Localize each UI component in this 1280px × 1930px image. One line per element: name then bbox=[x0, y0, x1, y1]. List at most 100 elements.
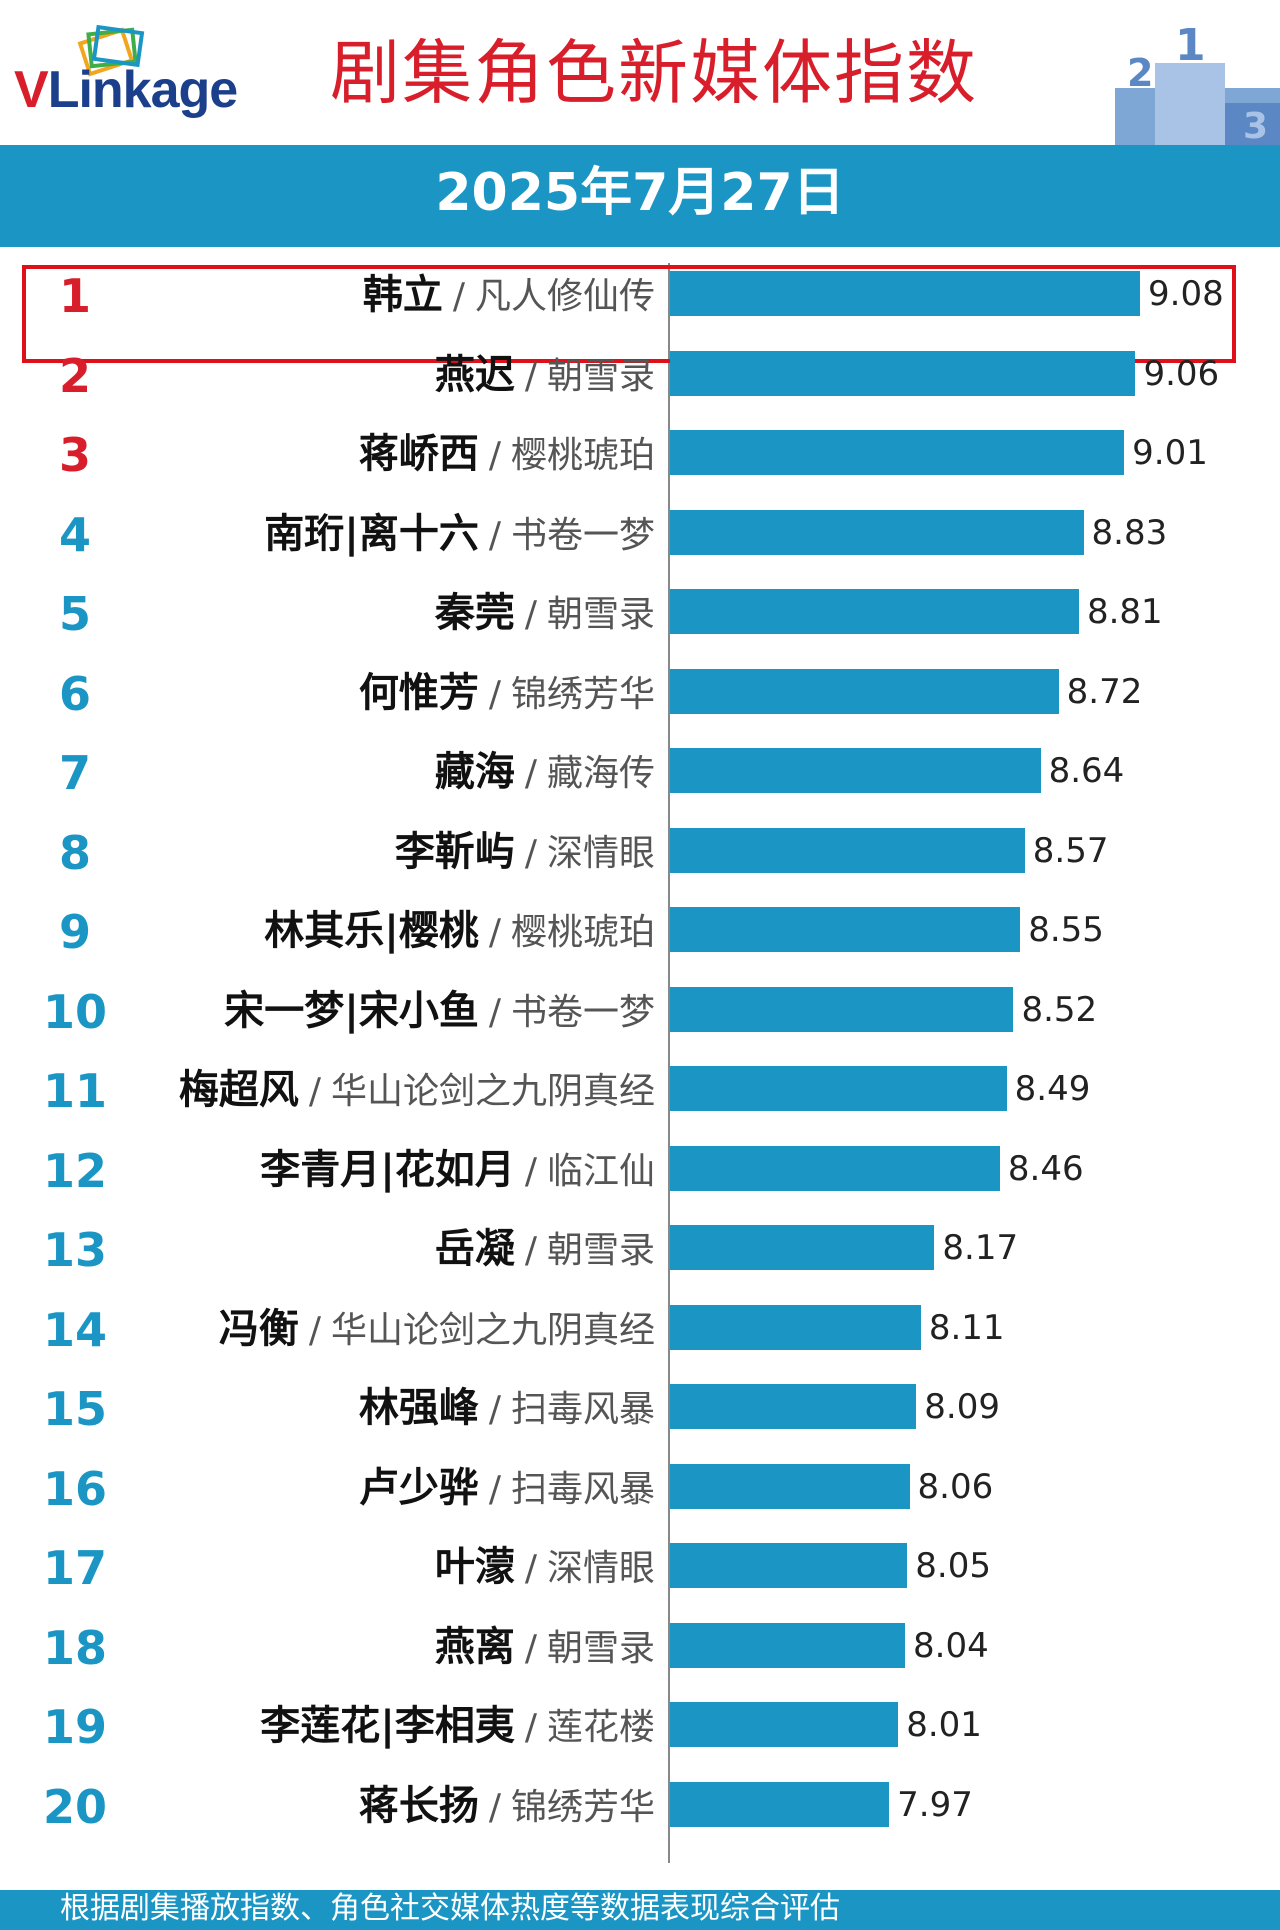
rank-number: 3 bbox=[58, 428, 91, 482]
data-label: 8.46 bbox=[1007, 1148, 1084, 1189]
top-rank-highlight-box bbox=[22, 265, 1236, 363]
row-label: 李青月|花如月 / 临江仙 bbox=[260, 1150, 655, 1190]
data-label: 8.04 bbox=[913, 1625, 989, 1666]
character-name: 冯衡 bbox=[218, 1305, 299, 1352]
row-label: 秦莞 / 朝雪录 bbox=[435, 593, 655, 633]
row-label: 燕离 / 朝雪录 bbox=[435, 1627, 655, 1667]
bar bbox=[670, 986, 1014, 1032]
drama-title: 朝雪录 bbox=[546, 594, 655, 635]
label-separator: / bbox=[308, 1309, 321, 1351]
character-name: 林其乐|樱桃 bbox=[264, 908, 479, 954]
footer-note-bar: 根据剧集播放指数、角色社交媒体热度等数据表现综合评估 bbox=[0, 1890, 1280, 1930]
bar bbox=[670, 1384, 917, 1429]
character-name: 何惟芳 bbox=[358, 669, 479, 716]
label-separator: / bbox=[488, 1468, 501, 1510]
data-label: 8.64 bbox=[1048, 751, 1125, 791]
footer-note: 根据剧集播放指数、角色社交媒体热度等数据表现综合评估 bbox=[60, 1891, 840, 1926]
character-name: 韩立 bbox=[362, 272, 443, 318]
data-label: 8.05 bbox=[915, 1546, 991, 1586]
bar bbox=[670, 509, 1084, 555]
row-label: 林其乐|樱桃 / 樱桃琥珀 bbox=[264, 911, 655, 951]
character-name: 林强峰 bbox=[358, 1385, 479, 1431]
rank-number: 5 bbox=[58, 587, 91, 641]
podium-icon: 2 1 3 bbox=[1115, 20, 1280, 145]
drama-title: 扫毒风暴 bbox=[510, 1389, 655, 1430]
drama-title: 藏海传 bbox=[546, 753, 655, 794]
label-separator: / bbox=[488, 673, 501, 715]
drama-title: 锦绣芳华 bbox=[510, 673, 655, 715]
chart-row: 13 岳凝 / 朝雪录 8.17 bbox=[0, 1209, 1280, 1288]
rank-number: 1 bbox=[58, 269, 91, 323]
drama-title: 朝雪录 bbox=[546, 1627, 655, 1669]
data-label: 8.57 bbox=[1032, 830, 1109, 871]
chart-row: 3 蒋峤西 / 樱桃琥珀 9.01 bbox=[0, 414, 1280, 493]
row-label: 蒋长扬 / 锦绣芳华 bbox=[359, 1786, 655, 1826]
header: VLinkage 剧集角色新媒体指数 2 1 3 bbox=[0, 0, 1280, 145]
rank-number: 19 bbox=[42, 1700, 107, 1754]
label-separator: / bbox=[488, 435, 501, 476]
bar bbox=[670, 430, 1125, 475]
label-separator: / bbox=[488, 912, 501, 953]
chart-row: 1 韩立 / 凡人修仙传 9.08 bbox=[0, 255, 1280, 334]
chart-row: 5 秦莞 / 朝雪录 8.81 bbox=[0, 573, 1280, 652]
data-label: 8.11 bbox=[928, 1307, 1005, 1348]
character-name: 李靳屿 bbox=[394, 828, 515, 875]
bar bbox=[670, 1543, 908, 1588]
bar bbox=[670, 1622, 905, 1668]
row-label: 蒋峤西 / 樱桃琥珀 bbox=[359, 434, 655, 474]
bar bbox=[670, 748, 1041, 793]
drama-title: 深情眼 bbox=[546, 832, 655, 874]
chart-row: 17 叶濛 / 深情眼 8.05 bbox=[0, 1527, 1280, 1606]
data-label: 8.81 bbox=[1086, 592, 1163, 632]
label-separator: / bbox=[524, 355, 537, 397]
character-name: 南珩|离十六 bbox=[264, 510, 479, 557]
character-name: 藏海 bbox=[434, 749, 515, 795]
character-name: 卢少骅 bbox=[358, 1464, 479, 1511]
row-label: 燕迟 / 朝雪录 bbox=[435, 355, 655, 395]
rank-number: 7 bbox=[58, 746, 91, 800]
row-label: 冯衡 / 华山论剑之九阴真经 bbox=[219, 1309, 655, 1349]
rank-number: 4 bbox=[58, 507, 91, 562]
character-name: 宋一梦|宋小鱼 bbox=[224, 987, 479, 1034]
label-separator: / bbox=[524, 832, 537, 874]
rank-number: 15 bbox=[42, 1382, 107, 1436]
bar bbox=[670, 1702, 899, 1747]
chart-axis-line bbox=[668, 263, 670, 1863]
row-label: 李靳屿 / 深情眼 bbox=[395, 832, 655, 872]
data-label: 8.09 bbox=[924, 1387, 1000, 1427]
chart-row: 4 南珩|离十六 / 书卷一梦 8.83 bbox=[0, 494, 1280, 573]
rank-number: 2 bbox=[58, 348, 91, 403]
rank-number: 17 bbox=[42, 1541, 107, 1595]
data-label: 9.06 bbox=[1143, 353, 1220, 394]
data-label: 8.06 bbox=[917, 1466, 994, 1507]
row-label: 林强峰 / 扫毒风暴 bbox=[359, 1388, 655, 1428]
label-separator: / bbox=[488, 514, 501, 556]
rank-number: 13 bbox=[42, 1223, 107, 1277]
bar bbox=[670, 271, 1140, 316]
row-label: 韩立 / 凡人修仙传 bbox=[363, 275, 655, 315]
row-label: 宋一梦|宋小鱼 / 书卷一梦 bbox=[224, 991, 655, 1031]
character-name: 李莲花|李相夷 bbox=[260, 1703, 515, 1749]
bar bbox=[670, 1066, 1007, 1111]
drama-title: 朝雪录 bbox=[546, 1230, 655, 1271]
data-label: 9.01 bbox=[1132, 433, 1208, 473]
data-label: 8.01 bbox=[906, 1705, 982, 1745]
drama-title: 凡人修仙传 bbox=[474, 276, 655, 317]
data-label: 8.17 bbox=[942, 1228, 1019, 1268]
rank-number: 8 bbox=[58, 825, 91, 880]
date-label: 2025年7月27日 bbox=[435, 163, 845, 223]
rank-number: 11 bbox=[42, 1064, 107, 1118]
row-label: 何惟芳 / 锦绣芳华 bbox=[359, 673, 655, 713]
rank-number: 6 bbox=[58, 666, 91, 721]
label-separator: / bbox=[524, 1627, 537, 1669]
rank-number: 9 bbox=[58, 905, 91, 959]
label-separator: / bbox=[524, 1150, 537, 1192]
character-name: 蒋长扬 bbox=[358, 1782, 479, 1829]
label-separator: / bbox=[524, 1707, 537, 1748]
row-label: 南珩|离十六 / 书卷一梦 bbox=[264, 514, 655, 554]
label-separator: / bbox=[488, 1786, 501, 1828]
bar bbox=[670, 350, 1136, 396]
row-label: 李莲花|李相夷 / 莲花楼 bbox=[260, 1706, 655, 1746]
row-label: 藏海 / 藏海传 bbox=[435, 752, 655, 792]
bar bbox=[670, 1781, 890, 1827]
